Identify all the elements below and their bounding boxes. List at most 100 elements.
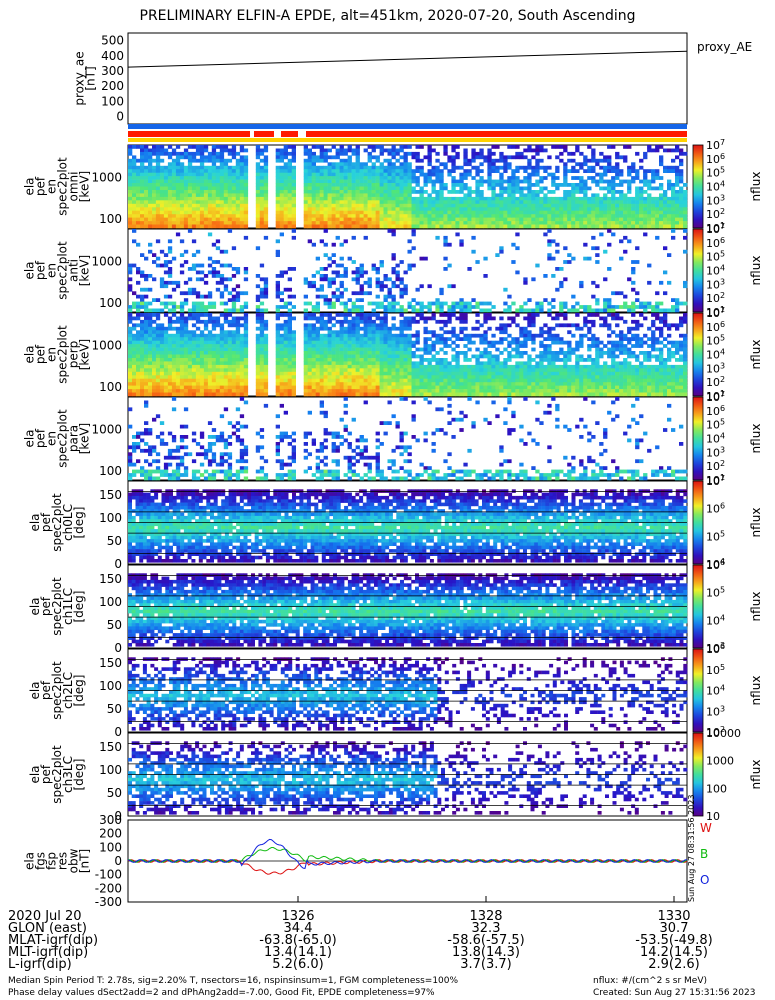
legend-O: O (700, 873, 709, 887)
ylabel-line: [deg] (72, 591, 86, 623)
bar-yellow (128, 138, 687, 142)
ylabel-line: en (45, 431, 59, 446)
colorbar-tick: 102 (706, 375, 725, 389)
ytick-label: 150 (99, 656, 122, 670)
ytick-label: 100 (99, 511, 122, 525)
colorbar-tick: 105 (706, 418, 725, 432)
colorbar-tick: 104 (706, 264, 725, 278)
colorbar-label: nflux (749, 760, 763, 790)
ytick-label: 100 (99, 595, 122, 609)
ylabel-line: ela (28, 597, 42, 615)
colorbar-tick: 102 (706, 459, 725, 473)
colorbar-tick: 106 (706, 642, 725, 656)
ylabel-line: [deg] (72, 507, 86, 539)
xaxis-row-value: 13.4(14.1) (264, 945, 332, 960)
colorbar (692, 396, 704, 481)
ylabel-line: fsp (45, 852, 59, 870)
xaxis-row-value: -63.8(-65.0) (259, 933, 336, 948)
ytick-label: 100 (99, 296, 122, 310)
ylabel-line: spec2plot (56, 409, 70, 468)
xtick-label: 1328 (469, 909, 502, 924)
ylabel-line: anti (67, 259, 81, 282)
heatmap-en0 (128, 145, 688, 229)
colorbar-tick: 104 (706, 180, 725, 194)
xaxis-row-label: MLAT-igrf(dip) (8, 933, 98, 948)
ylabel-line: pef (39, 764, 53, 784)
plot-title: PRELIMINARY ELFIN-A EPDE, alt=451km, 202… (139, 8, 636, 24)
colorbar-tick: 105 (706, 529, 725, 543)
ylabel-line: pef (34, 428, 48, 448)
bar-gap (298, 130, 306, 138)
footer-units: nflux: #/(cm^2 s sr MeV) (593, 976, 707, 986)
xaxis-row-label: 2020 Jul 20 (8, 909, 82, 924)
heatmap-en2 (128, 313, 688, 397)
ytick-label: 100 (99, 380, 122, 394)
heatmap-pa0 (128, 489, 688, 563)
ytick-label: 50 (107, 786, 122, 800)
ytick-label: -200 (95, 881, 122, 895)
colorbar-tick: 106 (706, 502, 725, 516)
colorbar-tick: 103 (706, 704, 725, 718)
ytick-label: 100 (99, 464, 122, 478)
colorbar-tick: 104 (706, 348, 725, 362)
ylabel-line: pef (34, 176, 48, 196)
ytick-label: 50 (107, 534, 122, 548)
ylabel-line: ch3LC (61, 756, 75, 793)
ytick-label: 1000 (91, 254, 122, 268)
ytick-label: 0 (114, 809, 122, 823)
ytick-label: 1000 (91, 170, 122, 184)
ylabel-line: pef (39, 596, 53, 616)
colorbar (692, 564, 704, 649)
ytick-label: 100 (99, 212, 122, 226)
ytick-label: 200 (101, 79, 124, 93)
colorbar-tick: 106 (706, 236, 725, 250)
colorbar-tick: 102 (706, 207, 725, 221)
bar-gap (274, 130, 281, 138)
ytick-label: 0 (114, 854, 122, 868)
ytick-label: 100 (101, 94, 124, 108)
ylabel-line: proxy_ae (73, 51, 87, 105)
heatmap-en1 (128, 229, 688, 313)
colorbar-tick: 103 (706, 361, 725, 375)
ytick-label: 100 (99, 679, 122, 693)
colorbar-tick: 107 (706, 474, 725, 488)
xaxis-row-value: 13.8(14.3) (452, 945, 520, 960)
xtick-label: 1330 (657, 909, 690, 924)
xaxis-row-value: 2.9(2.6) (648, 957, 700, 972)
created-stamp: Sun Aug 27 08:31:56 2023 (687, 795, 696, 902)
colorbar-tick: 104 (706, 613, 725, 627)
bar-blue (128, 124, 687, 129)
colorbar-label: nflux (749, 592, 763, 622)
legend-proxy-ae: proxy_AE (697, 40, 752, 54)
colorbar-label: nflux (749, 676, 763, 706)
panel-proxy-ae (127, 32, 688, 125)
xaxis-row-value: -53.5(-49.8) (635, 933, 712, 948)
xaxis-row-value: -58.6(-57.5) (447, 933, 524, 948)
ylabel-line: [keV] (78, 423, 92, 454)
ylabel-line: res (56, 852, 70, 870)
colorbar (692, 228, 704, 313)
xaxis-row-label: MLT-igrf(dip) (8, 945, 88, 960)
ytick-label: 0 (116, 109, 124, 123)
series-O (127, 838, 688, 869)
ytick-label: 200 (99, 827, 122, 841)
colorbar-tick: 105 (706, 250, 725, 264)
xaxis-row-value: 3.7(3.7) (460, 957, 512, 972)
ylabel-line: ch1LC (61, 588, 75, 625)
colorbar (692, 480, 704, 565)
colorbar-tick: 104 (706, 684, 725, 698)
ytick-label: 100 (99, 763, 122, 777)
ylabel-line: spec2plot (56, 157, 70, 216)
ylabel-line: perp (67, 341, 81, 369)
ylabel-line: en (45, 179, 59, 194)
ylabel-line: [keV] (78, 339, 92, 370)
ytick-label: -100 (95, 868, 122, 882)
colorbar-label: nflux (749, 508, 763, 538)
ytick-label: 0 (114, 557, 122, 571)
